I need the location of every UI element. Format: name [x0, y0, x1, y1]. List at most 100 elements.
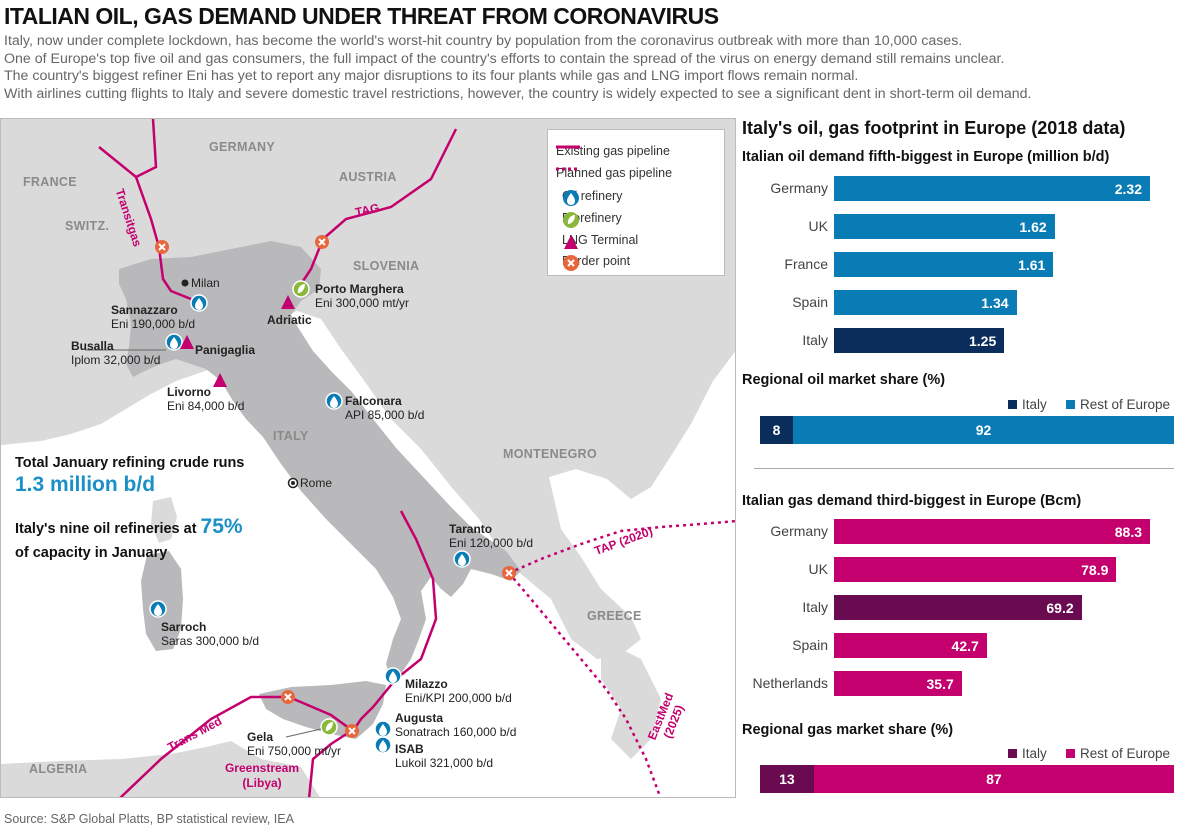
- pipeline-tag: [299, 128, 458, 285]
- legend-swatch: [1066, 400, 1075, 409]
- oil-share-legend-rest: Rest of Europe: [1066, 397, 1170, 412]
- source-note: Source: S&P Global Platts, BP statistica…: [4, 812, 294, 826]
- gas-demand-row: Germany 88.3: [738, 519, 1200, 544]
- gas-demand-category-label: Italy: [802, 599, 828, 615]
- gas-demand-value-label: 78.9: [1081, 562, 1109, 578]
- country-greece: GREECE: [587, 609, 642, 623]
- site-isab: ISAB Lukoil 321,000 b/d: [395, 742, 494, 770]
- gela-leader: [285, 728, 322, 738]
- gas-demand-value-label: 88.3: [1114, 524, 1142, 540]
- crude-runs-value: 1.3 million b/d: [15, 473, 156, 496]
- charts-title: Italy's oil, gas footprint in Europe (20…: [742, 118, 1126, 138]
- site-porto-marghera: Porto Marghera Eni 300,000 mt/yr: [315, 282, 410, 310]
- oil-demand-bar: 1.25: [834, 328, 1005, 353]
- oil-demand-value-label: 1.34: [981, 295, 1009, 311]
- gas-demand-category-label: UK: [808, 561, 828, 577]
- country-slovenia: SLOVENIA: [353, 259, 420, 273]
- oil-demand-category-label: Germany: [770, 180, 828, 196]
- intro-text: Italy, now under complete lockdown, has …: [4, 33, 1200, 103]
- oil-demand-row: France 1.61: [738, 252, 1200, 277]
- site-gela: Gela Eni 750,000 mt/yr: [247, 730, 342, 758]
- oil-share-title: Regional oil market share (%): [742, 372, 946, 388]
- oil-demand-value-label: 1.25: [969, 333, 997, 349]
- biorefinery-icon: [292, 280, 310, 298]
- gas-demand-bar: 88.3: [834, 519, 1150, 544]
- country-montenegro: MONTENEGRO: [503, 447, 597, 461]
- gas-demand-bar: 35.7: [834, 671, 962, 696]
- oil-refinery-icon: [325, 392, 343, 410]
- intro-line: One of Europe's top five oil and gas con…: [4, 50, 1005, 67]
- existing-pipelines: [98, 119, 458, 797]
- oil-share-segment-label: 8: [772, 422, 781, 438]
- country-austria: AUSTRIA: [339, 170, 397, 184]
- site-sarroch: Sarroch Saras 300,000 b/d: [161, 620, 260, 648]
- planned-pipeline-icon: [556, 167, 580, 171]
- legend-planned-pipeline: Planned gas pipeline: [556, 166, 673, 180]
- country-france: FRANCE: [23, 175, 77, 189]
- oil-share-segment-label: 92: [975, 422, 992, 438]
- oil-demand-category-label: UK: [808, 218, 828, 234]
- gas-demand-category-label: Netherlands: [752, 675, 829, 691]
- map-panel: GERMANY FRANCE AUSTRIA SWITZ. SLOVENIA I…: [0, 118, 736, 798]
- biorefinery-icon: [320, 718, 338, 736]
- gas-share-bar: 13 87: [760, 765, 1174, 793]
- page-title: ITALIAN OIL, GAS DEMAND UNDER THREAT FRO…: [4, 3, 719, 29]
- oil-refinery-icon: [384, 667, 402, 685]
- site-livorno: Livorno Eni 84,000 b/d: [167, 385, 245, 413]
- oil-refinery-icon: [374, 720, 392, 738]
- city-milan-dot: [181, 279, 189, 287]
- site-busalla: Busalla Iplom 32,000 b/d: [71, 339, 161, 367]
- pipeline-greenstream: [307, 729, 352, 797]
- lng-terminal-icon: [213, 373, 227, 387]
- city-rome: Rome: [300, 476, 333, 490]
- biorefineries: [292, 280, 338, 736]
- legend-border-point: Border point: [562, 254, 630, 271]
- gas-demand-row: Spain 42.7: [738, 633, 1200, 658]
- gas-demand-bar: 69.2: [834, 595, 1082, 620]
- country-italy: ITALY: [273, 429, 309, 443]
- gas-demand-value-label: 42.7: [951, 638, 979, 654]
- oil-demand-row: Germany 2.32: [738, 176, 1200, 201]
- land-greece-south: [601, 639, 661, 759]
- site-falconara: Falconara API 85,000 b/d: [345, 394, 425, 422]
- gas-demand-row: UK 78.9: [738, 557, 1200, 582]
- oil-refinery-icon: [374, 736, 392, 754]
- intro-line: The country's biggest refiner Eni has ye…: [4, 68, 859, 85]
- intro-line: Italy, now under complete lockdown, has …: [4, 33, 963, 49]
- oil-demand-category-label: Italy: [802, 332, 828, 348]
- existing-pipeline-icon: [556, 145, 580, 149]
- oil-demand-row: Spain 1.34: [738, 290, 1200, 315]
- oil-refinery-icon: [563, 190, 579, 206]
- legend-swatch: [1008, 749, 1017, 758]
- lng-terminal-icon: [564, 235, 578, 249]
- oil-refinery-icon: [453, 550, 471, 568]
- pipeline-transitgas: [134, 176, 192, 301]
- site-sannazzaro: Sannazzaro Eni 190,000 b/d: [111, 303, 196, 331]
- legend-swatch: [1008, 400, 1017, 409]
- border-point-icon: [345, 724, 359, 738]
- gas-demand-value-label: 35.7: [926, 676, 954, 692]
- oil-demand-bar: 2.32: [834, 176, 1150, 201]
- charts-panel: Italy's oil, gas footprint in Europe (20…: [738, 118, 1200, 798]
- capacity-label-b: of capacity in January: [15, 545, 168, 561]
- gas-demand-row: Italy 69.2: [738, 595, 1200, 620]
- separator: [754, 468, 1174, 469]
- capacity-value: 75%: [200, 515, 243, 538]
- pipeline-transmed: [119, 695, 289, 797]
- italy-sardinia: [141, 551, 183, 651]
- oil-demand-category-label: Spain: [792, 294, 828, 310]
- border-points: [155, 235, 516, 738]
- oil-demand-title: Italian oil demand fifth-biggest in Euro…: [742, 149, 1110, 165]
- map-legend: Existing gas pipeline Planned gas pipeli…: [547, 129, 725, 276]
- oil-demand-category-label: France: [784, 256, 828, 272]
- lng-terminal-icon: [281, 295, 295, 309]
- country-germany: GERMANY: [209, 140, 275, 154]
- oil-demand-bar: 1.61: [834, 252, 1054, 277]
- legend-biorefinery: Biorefinery: [562, 211, 622, 228]
- site-augusta: Augusta Sonatrach 160,000 b/d: [395, 711, 517, 739]
- gas-share-title: Regional gas market share (%): [742, 722, 954, 738]
- oil-share-segment: 92: [793, 416, 1174, 444]
- oil-refinery-icon: [165, 333, 183, 351]
- gas-share-segment-label: 87: [986, 771, 1002, 787]
- oil-demand-value-label: 1.61: [1018, 257, 1046, 273]
